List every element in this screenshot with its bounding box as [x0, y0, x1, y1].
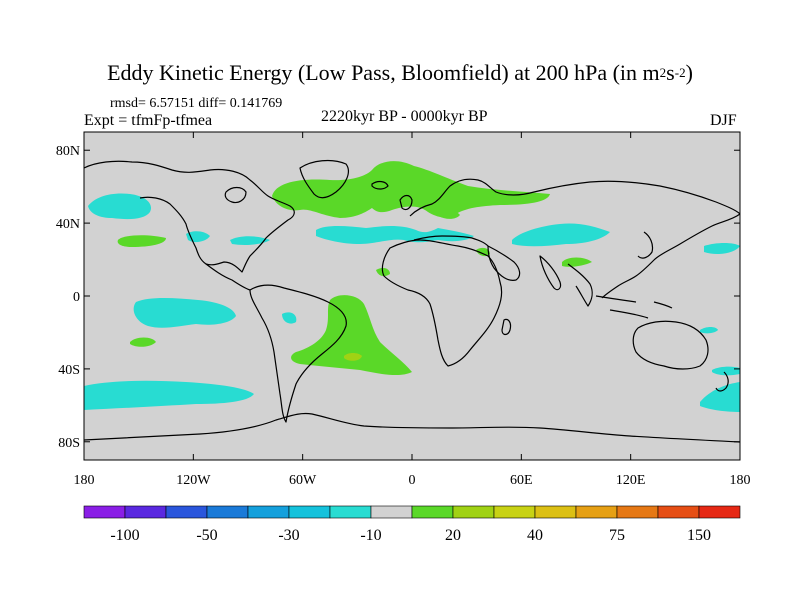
coast-antarctica [84, 412, 740, 443]
colorbar: -100 -50 -30 -10 20 40 75 150 [83, 505, 741, 544]
colorbar-box [288, 505, 331, 519]
coast-europe [409, 178, 740, 217]
coastlines [84, 159, 740, 443]
colorbar-label: 40 [527, 527, 543, 544]
colorbar-box [657, 505, 700, 519]
colorbar-box [534, 505, 577, 519]
lat-tick-label: 40N [56, 217, 80, 232]
colorbar-box [165, 505, 208, 519]
coast-madagascar [501, 318, 512, 336]
coast-central-america [205, 263, 251, 291]
title-end: ) [685, 60, 693, 85]
coast-mediterranean [413, 235, 489, 247]
coast-indonesia [595, 295, 673, 319]
coast-australia [632, 320, 709, 370]
coast-greenland [299, 159, 349, 199]
colorbar-box [83, 505, 126, 519]
colorbar-label: -10 [360, 527, 381, 544]
region-cyan-northwest-pacific [512, 223, 610, 247]
colorbar-box [247, 505, 290, 519]
colorbar-box [370, 505, 413, 519]
region-cyan-us-central [230, 236, 270, 245]
region-cyan-southern-pacific-band [84, 380, 254, 410]
lat-tick-label: 0 [73, 290, 80, 305]
coast-india [539, 255, 562, 291]
coast-southeast-asia [567, 263, 593, 307]
period-label: 2220kyr BP - 0000kyr BP [321, 108, 488, 125]
lon-tick-label: 120W [176, 473, 211, 488]
title-superscript-1: 2 [659, 65, 667, 80]
stats-line: rmsd= 6.57151 diff= 0.141769 [110, 96, 283, 111]
anomaly-field [84, 161, 740, 412]
lon-tick-label: 120E [616, 473, 646, 488]
lon-tick-label: 0 [409, 473, 416, 488]
colorbar-box [206, 505, 249, 519]
title-mid: s [666, 60, 675, 85]
coast-japan [637, 231, 654, 259]
region-cyan-new-zealand [700, 382, 740, 412]
colorbar-box [329, 505, 372, 519]
coast-africa [381, 239, 503, 367]
region-cyan-central-pacific [704, 243, 740, 254]
colorbar-box [411, 505, 454, 519]
coast-hudson-bay [224, 186, 247, 204]
lat-tick-label: 80S [58, 436, 80, 451]
latitude-axis: 80N 40N 0 40S 80S [56, 144, 740, 451]
colorbar-box [452, 505, 495, 519]
colorbar-label: -30 [278, 527, 299, 544]
region-green-southeast-pacific [130, 337, 156, 347]
longitude-axis: 180 120W 60W 0 60E 120E 180 [74, 132, 751, 488]
lon-tick-label: 180 [74, 473, 95, 488]
region-green-middle-east [476, 247, 490, 257]
title-superscript-2: -2 [674, 65, 686, 80]
coast-south-america [249, 284, 347, 423]
colorbar-box [698, 505, 741, 519]
colorbar-box [493, 505, 536, 519]
region-cyan-south-america-west [282, 312, 297, 324]
lat-tick-label: 80N [56, 144, 80, 159]
lon-tick-label: 60E [510, 473, 533, 488]
colorbar-label: 20 [445, 527, 461, 544]
colorbar-label: 75 [609, 527, 625, 544]
colorbar-box [124, 505, 167, 519]
lon-tick-label: 60W [289, 473, 317, 488]
region-green-north-atlantic [272, 161, 550, 218]
colorbar-label: -50 [196, 527, 217, 544]
season-label: DJF [710, 112, 737, 129]
colorbar-box [616, 505, 659, 519]
region-cyan-tasman [712, 366, 740, 376]
coast-arabia [487, 245, 521, 281]
coast-iceland [371, 180, 389, 190]
chart-title: Eddy Kinetic Energy (Low Pass, Bloomfiel… [0, 60, 800, 86]
colorbar-label: -100 [110, 527, 139, 544]
region-cyan-west-australia [700, 327, 718, 334]
region-cyan-north-atlantic [316, 226, 474, 244]
lat-tick-label: 40S [58, 363, 80, 378]
region-yellow-south-atlantic [344, 353, 362, 361]
colorbar-label: 150 [687, 527, 711, 544]
coast-uk [399, 194, 413, 211]
region-green-north-pacific [117, 235, 166, 247]
title-main: Eddy Kinetic Energy (Low Pass, Bloomfiel… [107, 60, 660, 85]
region-cyan-south-pacific [133, 298, 236, 328]
colorbar-box [575, 505, 618, 519]
lon-tick-label: 180 [730, 473, 751, 488]
region-green-southwest-europe [438, 209, 460, 219]
coast-asia-east [601, 213, 740, 299]
experiment-label: Expt = tfmFp-tfmea [84, 112, 213, 129]
coast-new-zealand [715, 371, 729, 392]
coast-north-america [84, 160, 295, 273]
region-cyan-northeast-pacific [88, 193, 152, 220]
